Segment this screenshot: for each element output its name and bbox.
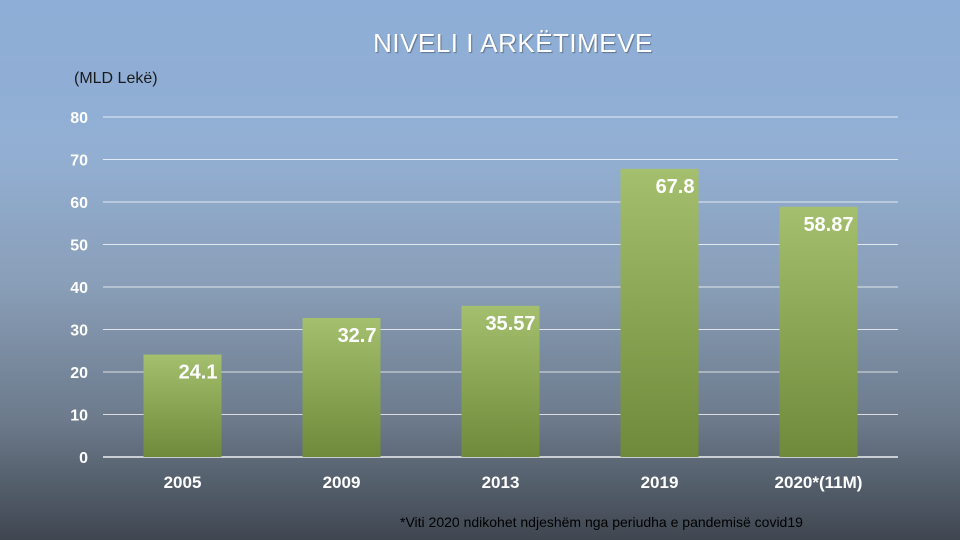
x-axis-ticks: 2005 2009 2013 2019 2020*(11M) — [164, 473, 863, 492]
y-tick-label: 60 — [70, 195, 88, 212]
y-tick-label: 40 — [70, 280, 88, 297]
bar-2009 — [302, 318, 381, 457]
data-label-2009: 32.7 — [338, 325, 377, 347]
x-tick-label: 2009 — [323, 473, 361, 492]
y-axis-unit-label: (MLD Lekë) — [74, 70, 158, 87]
data-label-2005: 24.1 — [179, 362, 218, 384]
data-labels: 24.1 32.7 35.57 67.8 58.87 — [179, 176, 854, 384]
bars — [143, 168, 858, 457]
bar-2020*(11M) — [779, 206, 858, 457]
bar-2019 — [620, 168, 699, 457]
y-axis-ticks: 0 10 20 30 40 50 60 70 80 — [70, 110, 88, 467]
y-tick-label: 80 — [70, 110, 88, 127]
x-tick-label: 2020*(11M) — [775, 473, 863, 492]
y-tick-label: 0 — [79, 450, 88, 467]
x-tick-label: 2019 — [641, 473, 679, 492]
y-tick-label: 50 — [70, 238, 88, 255]
y-tick-label: 30 — [70, 323, 88, 340]
y-tick-label: 70 — [70, 153, 88, 170]
x-tick-label: 2005 — [164, 473, 202, 492]
footnote: *Viti 2020 ndikohet ndjeshëm nga periudh… — [400, 514, 803, 530]
y-tick-label: 10 — [70, 408, 88, 425]
chart-title: NIVELI I ARKËTIMEVE — [373, 28, 653, 58]
bar-2005 — [143, 354, 222, 457]
data-label-2020*(11M): 58.87 — [803, 214, 853, 236]
y-tick-label: 20 — [70, 365, 88, 382]
bar-2013 — [461, 305, 540, 457]
data-label-2019: 67.8 — [656, 176, 695, 198]
x-tick-label: 2013 — [482, 473, 520, 492]
data-label-2013: 35.57 — [485, 313, 535, 335]
